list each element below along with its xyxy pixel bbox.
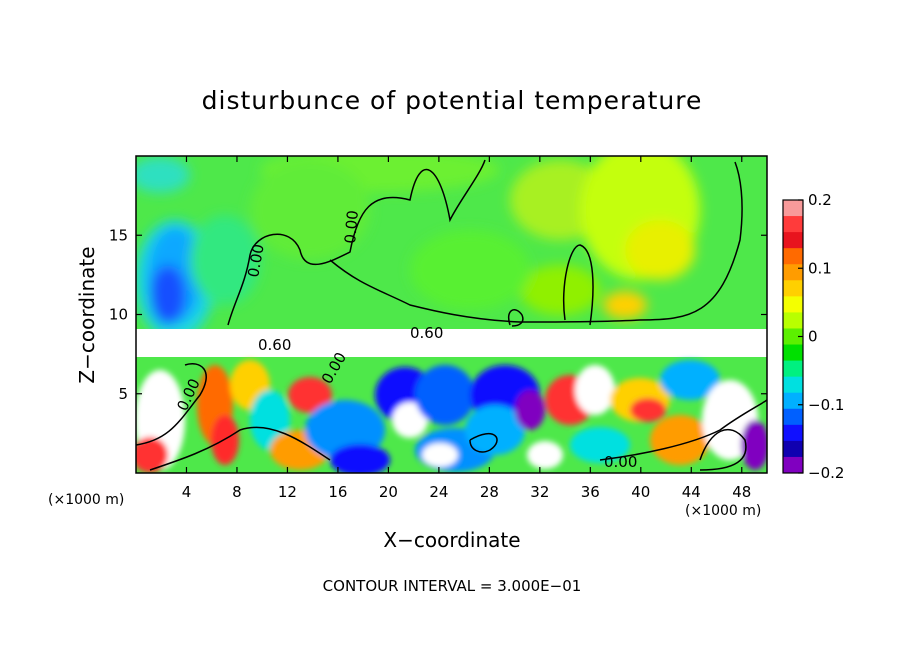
x-tick-label: 48 — [732, 483, 751, 501]
colorbar-swatch — [783, 264, 803, 281]
colorbar-swatch — [783, 232, 803, 249]
contour-label: 0.00 — [604, 453, 637, 471]
x-axis: 4 8 12 16 20 24 28 32 36 40 44 48 — [182, 156, 751, 501]
colorbar-swatch — [783, 328, 803, 346]
x-tick-label: 36 — [581, 483, 600, 501]
chart-title: disturbunce of potential temperature — [201, 86, 703, 115]
colorbar-swatch — [783, 280, 803, 297]
x-tick-label: 44 — [682, 483, 701, 501]
contour-label: 0.60 — [258, 336, 291, 354]
colorbar-swatch — [783, 296, 803, 313]
x-unit-label-left: (×1000 m) — [48, 492, 125, 508]
colorbar-swatch — [783, 248, 803, 265]
colorbar-swatch — [783, 344, 803, 362]
y-axis: 5 10 15 — [109, 226, 767, 403]
colorbar-swatch — [783, 312, 803, 329]
colorbar-tick-label: −0.2 — [808, 464, 844, 482]
colorbar-swatch — [783, 424, 803, 442]
colorbar-swatch — [783, 376, 803, 394]
x-tick-label: 16 — [328, 483, 347, 501]
x-tick-label: 4 — [182, 483, 192, 501]
contour-lines — [136, 159, 767, 471]
x-tick-label: 20 — [379, 483, 398, 501]
colorbar-swatch — [783, 216, 803, 233]
colorbar-swatch — [783, 392, 803, 410]
x-tick-label: 12 — [278, 483, 297, 501]
contour-interval-text: CONTOUR INTERVAL = 3.000E−01 — [322, 577, 582, 595]
colorbar-swatch — [783, 200, 803, 217]
x-tick-label: 32 — [530, 483, 549, 501]
y-axis-label: Z−coordinate — [75, 246, 99, 384]
colorbar-swatch — [783, 456, 803, 474]
colorbar-tick-label: 0.2 — [808, 191, 832, 209]
x-axis-label: X−coordinate — [383, 528, 521, 552]
colorbar-swatch — [783, 408, 803, 426]
x-tick-label: 24 — [429, 483, 448, 501]
x-tick-label: 28 — [480, 483, 499, 501]
colorbar-swatch — [783, 360, 803, 378]
contour-label: 0.00 — [341, 210, 362, 245]
y-tick-label: 5 — [118, 385, 128, 403]
y-tick-label: 10 — [109, 306, 128, 324]
heatmap-field — [136, 156, 767, 473]
colorbar-swatch — [783, 440, 803, 458]
contour-label: 0.00 — [244, 243, 268, 279]
colorbar-tick-label: 0 — [808, 328, 818, 346]
colorbar-tick-label: 0.1 — [808, 259, 832, 277]
x-unit-label-right: (×1000 m) — [685, 503, 762, 519]
colorbar — [782, 199, 804, 474]
contour-label: 0.60 — [410, 324, 443, 342]
x-tick-label: 40 — [631, 483, 650, 501]
x-tick-label: 8 — [232, 483, 242, 501]
colorbar-ticks: 0.2 0.1 0 −0.1 −0.2 — [798, 191, 844, 482]
y-tick-label: 15 — [109, 226, 128, 244]
colorbar-tick-label: −0.1 — [808, 396, 844, 414]
